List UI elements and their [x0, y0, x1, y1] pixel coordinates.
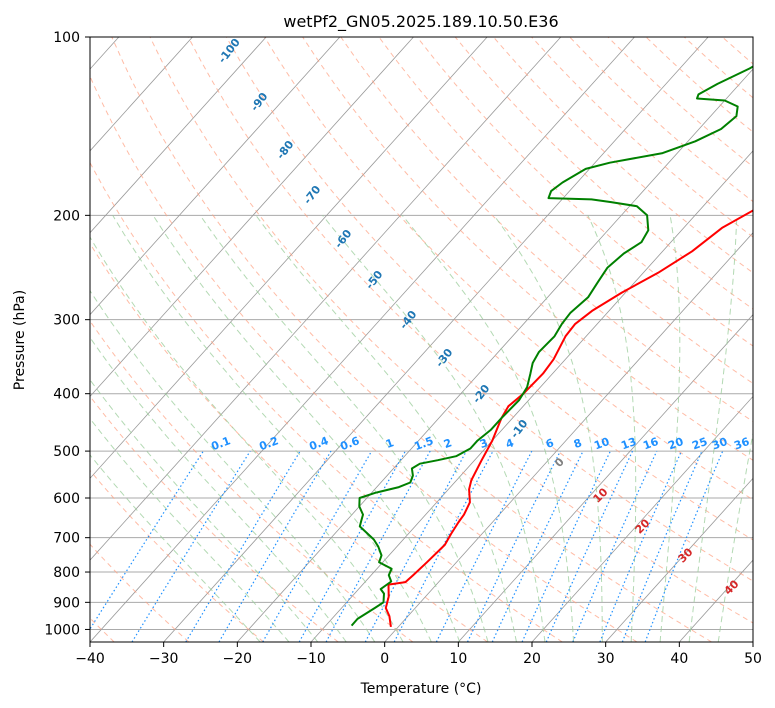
- mixing-ratio-line: [325, 450, 431, 642]
- mixing-ratio-line: [621, 450, 703, 642]
- dewpoint-profile-line: [350, 65, 753, 627]
- mixing-ratio-line: [545, 450, 634, 642]
- x-tick-label: −30: [149, 651, 179, 667]
- x-tick-label: 50: [744, 651, 762, 667]
- mixing-ratio-label: 2: [442, 436, 454, 451]
- mixing-ratio-line: [298, 450, 406, 642]
- moist-adiabat-line: [90, 454, 261, 642]
- moist-adiabat-line: [90, 417, 290, 642]
- moist-adiabat-line: [112, 215, 432, 642]
- dry-adiabat-line: [416, 37, 753, 347]
- mixing-ratio-label: 30: [710, 435, 729, 453]
- mixing-ratio-label: 6: [544, 436, 556, 451]
- mixing-ratio-line: [644, 450, 724, 642]
- mixing-ratio-label: 0.1: [209, 434, 232, 453]
- isotherm-line: [90, 37, 488, 479]
- mixing-ratio-line: [435, 450, 533, 642]
- mixing-ratio-label: 0.4: [307, 434, 330, 453]
- isotherm-line: [90, 37, 562, 561]
- dry-adiabat-line: [90, 161, 563, 642]
- isotherm-line: [90, 37, 414, 398]
- temperature-profile-line: [384, 209, 753, 628]
- dry-adiabat-line: [90, 469, 264, 642]
- y-tick-label: 800: [53, 565, 80, 581]
- mixing-ratio-label: 13: [619, 435, 638, 452]
- mixing-ratio-line: [599, 450, 682, 642]
- x-tick-label: −40: [75, 651, 105, 667]
- moist-adiabat-line: [659, 215, 681, 642]
- y-axis-label: Pressure (hPa): [12, 290, 28, 390]
- dry-adiabat-line: [187, 37, 753, 582]
- y-tick-label: 600: [53, 491, 80, 507]
- moist-adiabat-line: [587, 215, 637, 642]
- mixing-ratio-line: [131, 450, 251, 642]
- profile-lines: [350, 65, 753, 628]
- moist-adiabat-line: [322, 214, 546, 642]
- mixing-ratio-line: [364, 450, 467, 642]
- mixing-ratio-label: 0.6: [338, 434, 361, 453]
- moist-adiabat-line: [255, 215, 517, 642]
- mixing-ratio-label: 36: [732, 435, 751, 453]
- x-axis-ticks: −40 −30 −20 −10 0 10 20 30 40 50: [75, 642, 762, 667]
- mixing-ratio-label: 25: [690, 435, 709, 452]
- x-tick-label: 10: [449, 651, 467, 667]
- x-tick-label: −10: [296, 651, 326, 667]
- mixing-ratio-label: 4: [504, 436, 516, 451]
- dry-adiabat-line: [149, 37, 753, 624]
- isotherm-line: [90, 37, 193, 152]
- mixing-ratio-label: 20: [666, 435, 685, 453]
- x-tick-label: 30: [597, 651, 615, 667]
- mixing-ratio-label: 16: [641, 435, 660, 453]
- moist-adiabat-line: [493, 215, 603, 642]
- mixing-ratio-label: 10: [592, 435, 611, 453]
- dry-adiabat-line: [264, 37, 753, 501]
- y-tick-label: 500: [53, 444, 80, 460]
- x-tick-label: 0: [380, 651, 389, 667]
- x-tick-label: −20: [223, 651, 253, 667]
- moist-adiabat-line: [401, 214, 575, 642]
- mixing-ratio-label: 0.2: [257, 434, 280, 453]
- isotherm-line: [90, 37, 341, 316]
- x-axis-label: Temperature (°C): [360, 681, 482, 697]
- chart-title: wetPf2_GN05.2025.189.10.50.E36: [283, 12, 558, 32]
- mixing-ratio-label: 1: [384, 436, 396, 451]
- mixing-ratio-label: 1.5: [412, 434, 435, 453]
- isotherm-line: [90, 37, 635, 642]
- isotherm-line: [90, 37, 267, 234]
- y-tick-label: 400: [53, 387, 80, 403]
- mixing-ratio-line: [90, 450, 204, 631]
- moist-adiabat-line: [199, 215, 489, 642]
- moist-adiabat-line: [152, 215, 461, 642]
- y-tick-label: 200: [53, 208, 80, 224]
- y-tick-label: 300: [53, 313, 80, 329]
- background-lines: [90, 37, 753, 642]
- isotherm-line: [605, 477, 753, 642]
- y-axis-ticks: 100 200 300 400 500 600 700 800 900 1000: [44, 30, 90, 638]
- x-tick-label: 20: [523, 651, 541, 667]
- isotherm-line: [384, 232, 753, 642]
- isotherm-line: [163, 37, 709, 642]
- moist-adiabat-line: [717, 430, 753, 642]
- x-tick-label: 40: [670, 651, 688, 667]
- dry-adiabat-line: [225, 37, 753, 541]
- mixing-ratio-label: 8: [572, 436, 584, 451]
- moist-adiabat-line: [90, 289, 376, 642]
- dry-adiabat-line: [90, 242, 488, 642]
- moist-adiabat-line: [688, 215, 738, 642]
- y-tick-label: 100: [53, 30, 80, 46]
- mixing-ratio-line: [572, 450, 658, 642]
- dry-adiabat-line: [111, 37, 712, 642]
- y-tick-label: 700: [53, 531, 80, 547]
- dry-adiabat-line: [90, 75, 638, 642]
- y-tick-label: 900: [53, 595, 80, 611]
- isotherm-line: [237, 68, 753, 642]
- isotherm-line: [458, 313, 753, 642]
- isotherm-line: [531, 395, 753, 642]
- plot-frame: [89, 36, 754, 643]
- mixing-ratio-label: 3: [478, 436, 490, 451]
- dry-adiabat-line: [302, 37, 753, 461]
- y-tick-label: 1000: [44, 622, 80, 638]
